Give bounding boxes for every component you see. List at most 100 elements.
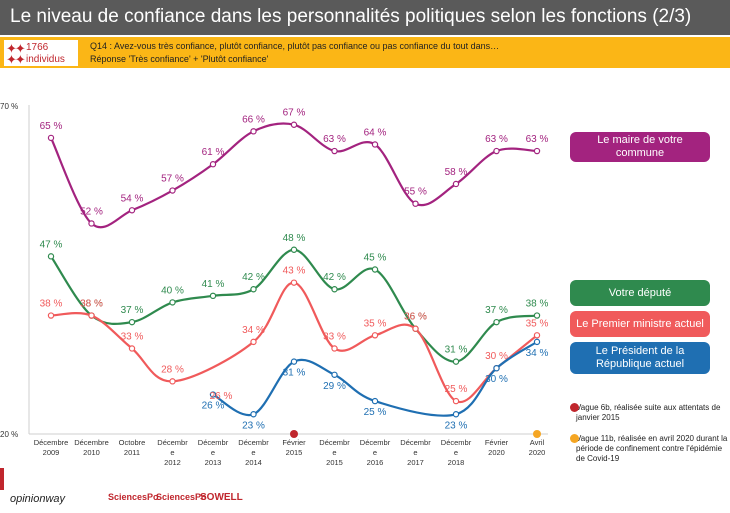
note-vague-11b: Vague 11b, réalisée en avril 2020 durant… xyxy=(570,434,730,464)
data-label: 36 % xyxy=(404,312,427,323)
x-tick-label: Décembre xyxy=(74,438,109,447)
data-label: 30 % xyxy=(485,374,508,385)
data-point xyxy=(371,397,379,405)
left-edge-accent xyxy=(0,468,4,490)
x-tick-label: 2015 xyxy=(326,458,343,467)
legend-label: Votre député xyxy=(608,286,672,299)
data-label: 37 % xyxy=(121,305,144,316)
data-label: 52 % xyxy=(80,206,103,217)
x-tick-label: 2010 xyxy=(83,448,100,457)
data-point xyxy=(128,318,136,326)
note-text: Vague 6b, réalisée suite aux attentats d… xyxy=(576,403,721,422)
note-vague-6b: Vague 6b, réalisée suite aux attentats d… xyxy=(570,403,730,423)
data-label: 61 % xyxy=(202,147,225,158)
sciencespo-logo: SciencesPo xyxy=(108,492,159,502)
x-tick-label: e xyxy=(373,448,377,457)
data-label: 57 % xyxy=(161,174,184,185)
data-point xyxy=(290,121,298,128)
data-label: 66 % xyxy=(242,114,265,125)
data-label: 47 % xyxy=(40,239,63,250)
data-label: 23 % xyxy=(242,420,265,431)
x-tick-label: Décembr xyxy=(360,438,391,447)
x-tick-label: Février xyxy=(282,438,306,447)
data-label: 63 % xyxy=(485,134,508,145)
data-label: 34 % xyxy=(526,348,549,359)
data-point xyxy=(331,345,338,352)
footer: opinionway SciencesPo SciencesPo SOWELL xyxy=(0,478,730,513)
data-label: 30 % xyxy=(485,351,508,362)
x-tick-label: Décembr xyxy=(400,438,431,447)
data-point xyxy=(209,292,217,300)
data-label: 26 % xyxy=(202,401,225,412)
x-tick-label: e xyxy=(211,448,215,457)
data-point xyxy=(88,312,95,319)
data-point xyxy=(47,312,55,319)
data-label: 64 % xyxy=(364,127,387,138)
data-label: 28 % xyxy=(161,364,184,375)
data-point xyxy=(371,332,379,339)
legend-maire: Le maire de votre commune xyxy=(570,132,710,162)
data-label: 37 % xyxy=(485,305,508,316)
data-point xyxy=(493,147,500,155)
data-point xyxy=(452,180,460,188)
data-point xyxy=(250,338,257,346)
data-point xyxy=(371,141,379,148)
data-label: 43 % xyxy=(283,266,306,277)
event-marker-icon xyxy=(570,434,579,443)
data-point xyxy=(250,411,257,418)
data-point xyxy=(331,286,338,293)
data-point xyxy=(533,338,541,346)
data-label: 31 % xyxy=(445,345,468,356)
data-label: 25 % xyxy=(445,384,468,395)
legend-label: Le maire de votre commune xyxy=(597,134,683,159)
x-tick-label: Décembr xyxy=(198,438,229,447)
sowell-logo: SOWELL xyxy=(200,492,243,503)
data-label: 35 % xyxy=(526,318,549,329)
data-point xyxy=(371,266,379,273)
sample-label: individus xyxy=(26,54,65,65)
data-point xyxy=(452,358,460,365)
data-point xyxy=(290,358,298,365)
x-tick-label: e xyxy=(170,448,174,457)
data-point xyxy=(250,286,257,293)
x-tick-label: 2009 xyxy=(43,448,60,457)
x-tick-label: Décembr xyxy=(441,438,472,447)
data-label: 42 % xyxy=(242,272,265,283)
event-marker-icon xyxy=(570,403,579,412)
data-label: 48 % xyxy=(283,233,306,244)
data-point xyxy=(493,365,500,372)
data-point xyxy=(412,200,419,207)
data-label: 41 % xyxy=(202,279,225,290)
data-point xyxy=(169,378,176,385)
sciencespo-logo: SciencesPo xyxy=(156,492,207,502)
data-label: 42 % xyxy=(323,272,346,283)
legend-label: Le Premier ministre actuel xyxy=(576,317,704,330)
data-point xyxy=(533,312,541,319)
x-tick-label: Décembr xyxy=(319,438,350,447)
data-label: 31 % xyxy=(283,368,306,379)
data-point xyxy=(169,299,176,306)
x-tick-label: 2020 xyxy=(529,448,546,457)
data-label: 58 % xyxy=(445,167,468,178)
data-point xyxy=(331,371,338,378)
x-tick-label: 2012 xyxy=(164,458,181,467)
data-point xyxy=(533,147,541,155)
x-tick-label: e xyxy=(332,448,336,457)
x-tick-label: 2015 xyxy=(286,448,303,457)
data-label: 38 % xyxy=(40,299,63,310)
x-tick-label: 2014 xyxy=(245,458,262,467)
data-point xyxy=(128,345,136,352)
data-label: 35 % xyxy=(364,318,387,329)
note-text: Vague 11b, réalisée en avril 2020 durant… xyxy=(576,434,728,463)
data-point xyxy=(250,128,257,135)
y-tick-label: 20 % xyxy=(0,430,18,439)
x-tick-label: Décembr xyxy=(238,438,269,447)
x-tick-label: e xyxy=(251,448,255,457)
data-label: 34 % xyxy=(242,325,265,336)
data-label: 67 % xyxy=(283,108,306,119)
x-tick-label: Décembr xyxy=(157,438,188,447)
data-label: 25 % xyxy=(364,407,387,418)
data-point xyxy=(209,391,217,398)
data-label: 33 % xyxy=(121,331,144,342)
legend-president: Le Président de la République actuel xyxy=(570,342,710,374)
